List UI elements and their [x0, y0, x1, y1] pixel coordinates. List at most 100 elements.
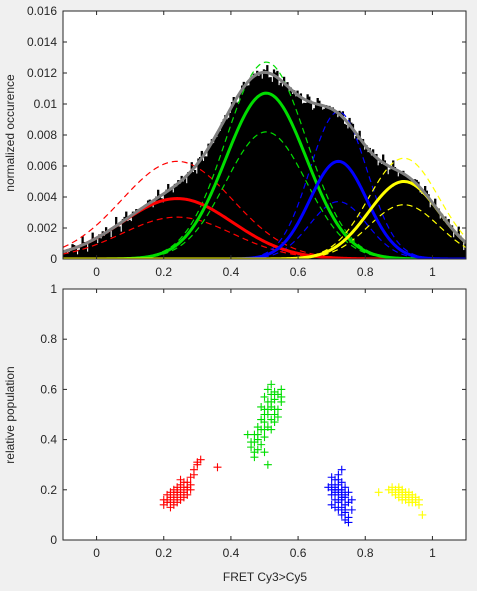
histogram-bar [227, 117, 230, 259]
scatter-point-series-2 [341, 515, 350, 524]
top-x-tick-label: 0 [93, 265, 100, 279]
histogram-bar [158, 194, 161, 259]
histogram-bar [165, 189, 168, 259]
histogram-bar [267, 77, 271, 259]
scatter-point-series-2 [327, 473, 336, 482]
histogram-bar [71, 244, 74, 259]
histogram-bar [449, 226, 452, 259]
histogram-bar [288, 91, 291, 259]
histogram-bar [199, 157, 202, 259]
histogram-bar [373, 155, 376, 259]
histogram-bar [442, 220, 445, 259]
histogram-bar [249, 77, 252, 259]
histogram-bar [81, 236, 84, 259]
histogram-bar [84, 244, 88, 259]
scatter-point-series-1 [257, 402, 266, 411]
histogram-bar [294, 96, 298, 259]
scatter-chart: 0 0.2 0.4 0.6 0.8 1 0 0.2 0.4 0.6 0.8 1 [40, 282, 467, 560]
histogram-bar [413, 179, 417, 259]
histogram-bar [464, 242, 466, 259]
histogram-bar [329, 109, 333, 259]
bottom-y-tick-label: 0.4 [40, 433, 57, 447]
scatter-point-series-1 [253, 423, 262, 432]
histogram-bar [167, 183, 170, 259]
histogram-bar [192, 172, 195, 259]
histogram-bar [291, 93, 294, 259]
histogram-bar [293, 90, 296, 259]
histogram-bar [143, 209, 146, 259]
histogram-bar [130, 221, 133, 259]
histogram-bar [173, 183, 177, 259]
histogram-bar [76, 254, 79, 259]
histogram-bar [279, 82, 282, 259]
histogram-bar [247, 85, 250, 259]
scatter-point-series-1 [257, 415, 266, 424]
gaussian-2-fit-line [63, 159, 466, 259]
histogram-bar [252, 73, 256, 259]
scatter-point-series-3 [404, 490, 413, 499]
top-x-tick-label: 0.6 [290, 265, 307, 279]
histogram-bar [276, 70, 279, 259]
histogram-bar [140, 210, 143, 259]
histogram-bar [269, 77, 272, 259]
histogram-bar [188, 171, 192, 259]
histogram-bar [272, 69, 276, 259]
histogram-bar [234, 98, 237, 259]
histogram-bar [397, 176, 400, 259]
scatter-point-series-3 [414, 495, 423, 504]
histogram-bar [402, 170, 405, 259]
histogram-bar [335, 112, 338, 259]
histogram-bar [96, 243, 99, 259]
histogram-bar [257, 75, 261, 259]
histogram-bar [380, 163, 383, 259]
histogram-bar [301, 103, 304, 259]
histogram-bar [74, 246, 78, 259]
scatter-point-series-1 [277, 392, 286, 401]
histogram-bar [392, 160, 395, 259]
histogram-bar [299, 93, 303, 259]
histogram-bar [126, 221, 130, 259]
histogram-bar [375, 153, 378, 259]
bottom-x-tick-label: 0.4 [223, 546, 240, 560]
top-y-tick-label: 0.014 [27, 35, 57, 49]
histogram-bar [417, 181, 420, 259]
scatter-point-series-1 [260, 392, 269, 401]
bottom-x-tick-label: 0.2 [155, 546, 172, 560]
histogram-bar [237, 101, 240, 259]
scatter-point-series-0 [173, 488, 182, 497]
histogram-bar [360, 139, 363, 259]
scatter-point-series-1 [250, 453, 259, 462]
scatter-point-series-1 [270, 405, 279, 414]
histogram-bar [63, 251, 66, 259]
histogram-bar [135, 209, 138, 259]
scatter-point-series-2 [341, 505, 350, 514]
histogram-bar [195, 173, 198, 259]
histogram-bar [101, 231, 104, 259]
histogram-bar [232, 96, 235, 259]
bottom-x-tick-label: 0.8 [357, 546, 374, 560]
histogram-bar [123, 216, 126, 259]
histogram-bar [262, 69, 266, 259]
histogram-bar [377, 165, 380, 259]
total-fit-envelope-line [63, 70, 466, 254]
scatter-point-series-0 [179, 493, 188, 502]
histogram-bar [116, 226, 120, 259]
scatter-point-series-2 [337, 465, 346, 474]
scatter-point-series-1 [260, 425, 269, 434]
histogram-bar [68, 252, 71, 259]
histogram-bar [309, 100, 313, 259]
top-y-tick-label: 0.006 [27, 159, 57, 173]
scatter-point-series-1 [273, 413, 282, 422]
histogram-bar [78, 249, 81, 259]
scatter-point-series-2 [331, 503, 340, 512]
top-y-tick-label: 0.012 [27, 66, 57, 80]
histogram-bar [328, 105, 331, 259]
histogram-bar [125, 211, 128, 259]
histogram-bar [94, 237, 98, 259]
histogram-bar [277, 85, 281, 259]
histogram-bar [454, 232, 457, 259]
histogram-bar [311, 109, 314, 259]
gaussian-2-upper-bound-line [63, 111, 466, 259]
histogram-bar [361, 138, 365, 259]
scatter-point-series-3 [408, 498, 417, 507]
